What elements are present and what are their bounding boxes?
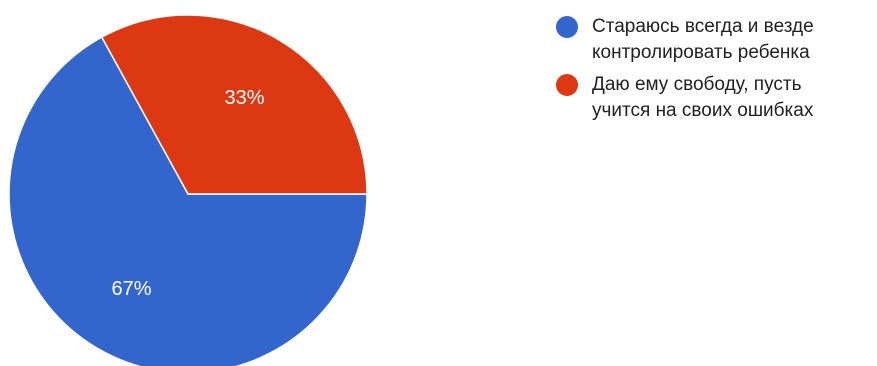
- pie-slice-control[interactable]: [8, 36, 368, 366]
- slice-label-freedom: 33%: [224, 87, 264, 109]
- pie-slice-freedom[interactable]: [100, 14, 368, 195]
- chart-legend: Стараюсь всегда и везде контролировать р…: [556, 14, 874, 130]
- slice-label-control: 67%: [111, 278, 151, 300]
- legend-swatch-red: [556, 74, 578, 96]
- legend-item-freedom[interactable]: Даю ему свободу, пусть учится на своих о…: [556, 72, 874, 124]
- legend-label-control: Стараюсь всегда и везде контролировать р…: [592, 16, 814, 63]
- pie-chart: 67% 33%: [8, 14, 368, 366]
- legend-swatch-blue: [556, 16, 578, 38]
- legend-item-control[interactable]: Стараюсь всегда и везде контролировать р…: [556, 14, 874, 66]
- legend-label-freedom: Даю ему свободу, пусть учится на своих о…: [592, 74, 814, 121]
